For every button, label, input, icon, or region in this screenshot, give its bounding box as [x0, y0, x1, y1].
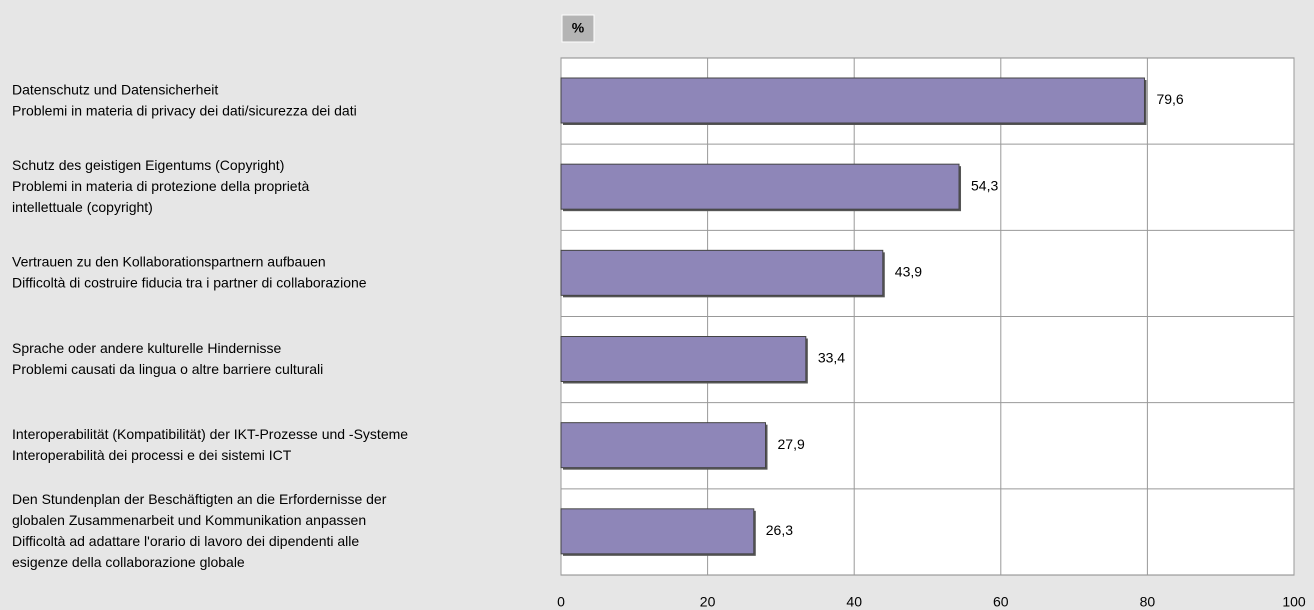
category-label: esigenze della collaborazione globale — [12, 554, 245, 570]
category-label: Schutz des geistigen Eigentums (Copyrigh… — [12, 157, 284, 173]
value-label: 27,9 — [778, 436, 805, 452]
bar — [560, 336, 807, 382]
value-label: 33,4 — [818, 350, 845, 366]
x-tick-label: 100 — [1282, 594, 1306, 610]
axis-label: % — [572, 20, 585, 36]
category-label: Datenschutz und Datensicherheit — [12, 81, 218, 97]
category-label: Den Stundenplan der Beschäftigten an die… — [12, 491, 387, 507]
category-label: Interoperabilità dei processi e dei sist… — [12, 447, 292, 463]
category-label: Difficoltà ad adattare l'orario di lavor… — [12, 533, 359, 549]
x-tick-label: 20 — [700, 594, 716, 610]
value-label: 79,6 — [1156, 91, 1183, 107]
value-label: 26,3 — [766, 522, 793, 538]
category-label: Vertrauen zu den Kollaborationspartnern … — [12, 254, 326, 270]
bar — [560, 508, 755, 555]
x-tick-label: 60 — [993, 594, 1009, 610]
x-tick-label: 80 — [1140, 594, 1156, 610]
x-tick-label: 40 — [846, 594, 862, 610]
category-label: intellettuale (copyright) — [12, 199, 153, 215]
unit-box — [561, 14, 595, 43]
bar — [560, 422, 767, 469]
category-label: Problemi in materia di privacy dei dati/… — [12, 102, 357, 118]
category-label: Problemi in materia di protezione della … — [12, 178, 309, 194]
category-label: Problemi causati da lingua o altre barri… — [12, 361, 323, 377]
x-tick-label: 0 — [557, 594, 565, 610]
bar — [560, 163, 960, 210]
bar — [560, 249, 884, 296]
category-label: Difficoltà di costruire fiducia tra i pa… — [12, 275, 367, 291]
value-label: 54,3 — [971, 177, 998, 193]
value-label: 43,9 — [895, 264, 922, 280]
bar — [560, 77, 1145, 124]
category-label: Sprache oder andere kulturelle Hindernis… — [12, 340, 281, 356]
category-label: globalen Zusammenarbeit und Kommunikatio… — [12, 512, 366, 528]
category-label: Interoperabilität (Kompatibilität) der I… — [12, 426, 408, 442]
